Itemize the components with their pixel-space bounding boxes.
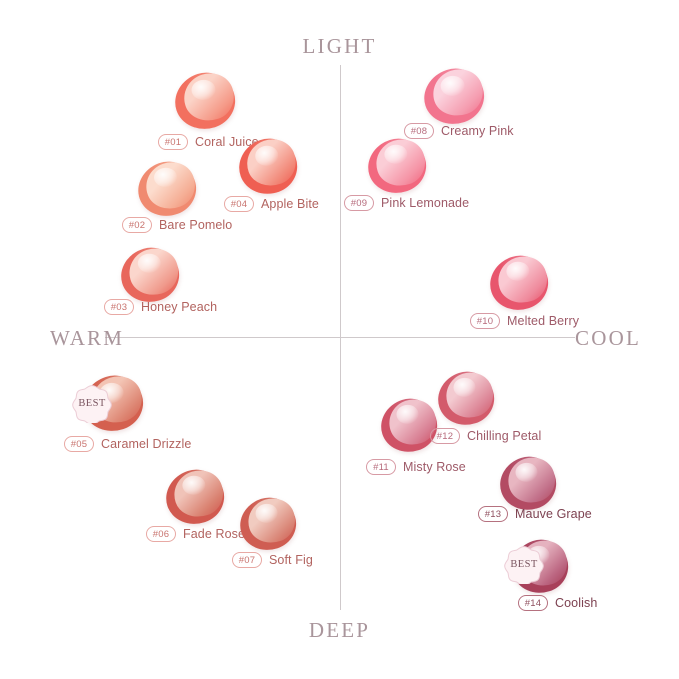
axis-label-light: LIGHT xyxy=(302,34,377,58)
shade-label[interactable]: #07 Soft Fig xyxy=(232,552,313,568)
shade-label[interactable]: #03 Honey Peach xyxy=(104,299,217,315)
best-badge-label: BEST xyxy=(78,397,106,409)
shade-label[interactable]: #08 Creamy Pink xyxy=(404,123,514,139)
shade-swatch[interactable] xyxy=(159,462,231,532)
shade-name-text: Creamy Pink xyxy=(441,124,514,138)
shade-number-pill: #12 xyxy=(430,428,460,444)
shade-swatch[interactable] xyxy=(374,391,444,459)
shade-name-text: Melted Berry xyxy=(507,314,580,328)
shade-number-pill: #13 xyxy=(478,506,508,522)
shade-name-text: Coral Juice xyxy=(195,135,259,149)
shade-swatch[interactable] xyxy=(416,60,492,132)
axis-vertical xyxy=(340,65,341,610)
axis-label-warm: WARM xyxy=(50,326,125,350)
shade-name-text: Fade Rose xyxy=(183,527,246,541)
best-badge: BEST xyxy=(504,544,544,584)
shade-number-pill: #03 xyxy=(104,299,134,315)
shade-swatch[interactable] xyxy=(483,248,555,318)
axis-label-cool: COOL xyxy=(575,326,641,350)
shade-name-text: Honey Peach xyxy=(141,300,218,314)
shade-label[interactable]: #13 Mauve Grape xyxy=(478,506,592,522)
shade-number-pill: #10 xyxy=(470,313,500,329)
axis-label-deep: DEEP xyxy=(308,618,371,642)
shade-label[interactable]: #11 Misty Rose xyxy=(366,459,466,475)
shade-name-text: Chilling Petal xyxy=(467,429,542,443)
shade-label[interactable]: #04 Apple Bite xyxy=(224,196,319,212)
shade-label[interactable]: #12 Chilling Petal xyxy=(430,428,541,444)
shade-number-pill: #06 xyxy=(146,526,176,542)
shade-label[interactable]: #01 Coral Juice xyxy=(158,134,259,150)
shade-label[interactable]: #10 Melted Berry xyxy=(470,313,579,329)
shade-number-pill: #04 xyxy=(224,196,254,212)
shade-number-pill: #14 xyxy=(518,595,548,611)
shade-label[interactable]: #02 Bare Pomelo xyxy=(122,217,232,233)
shade-swatch[interactable] xyxy=(130,153,204,225)
shade-name-text: Apple Bite xyxy=(261,197,319,211)
best-badge: BEST xyxy=(72,383,112,423)
shade-swatch[interactable] xyxy=(431,364,501,432)
shade-label[interactable]: #05 Caramel Drizzle xyxy=(64,436,191,452)
best-badge-label: BEST xyxy=(510,558,538,570)
shade-name-text: Misty Rose xyxy=(403,460,466,474)
shade-name-text: Mauve Grape xyxy=(515,507,592,521)
shade-name-text: Bare Pomelo xyxy=(159,218,233,232)
shade-label[interactable]: #09 Pink Lemonade xyxy=(344,195,469,211)
shade-number-pill: #02 xyxy=(122,217,152,233)
shade-swatch[interactable] xyxy=(167,65,243,137)
flower-icon xyxy=(72,385,112,423)
shade-name-text: Soft Fig xyxy=(269,553,313,567)
shade-name-text: Pink Lemonade xyxy=(381,196,470,210)
shade-label[interactable]: #14 Coolish xyxy=(518,595,597,611)
shade-swatch[interactable] xyxy=(233,490,303,558)
shade-number-pill: #05 xyxy=(64,436,94,452)
shade-name-text: Caramel Drizzle xyxy=(101,437,192,451)
shade-number-pill: #08 xyxy=(404,123,434,139)
shade-swatch[interactable] xyxy=(361,131,433,201)
shade-name-text: Coolish xyxy=(555,596,598,610)
shade-number-pill: #01 xyxy=(158,134,188,150)
flower-icon xyxy=(504,546,544,584)
shade-number-pill: #07 xyxy=(232,552,262,568)
shade-label[interactable]: #06 Fade Rose xyxy=(146,526,245,542)
shade-number-pill: #09 xyxy=(344,195,374,211)
shade-number-pill: #11 xyxy=(366,459,396,475)
